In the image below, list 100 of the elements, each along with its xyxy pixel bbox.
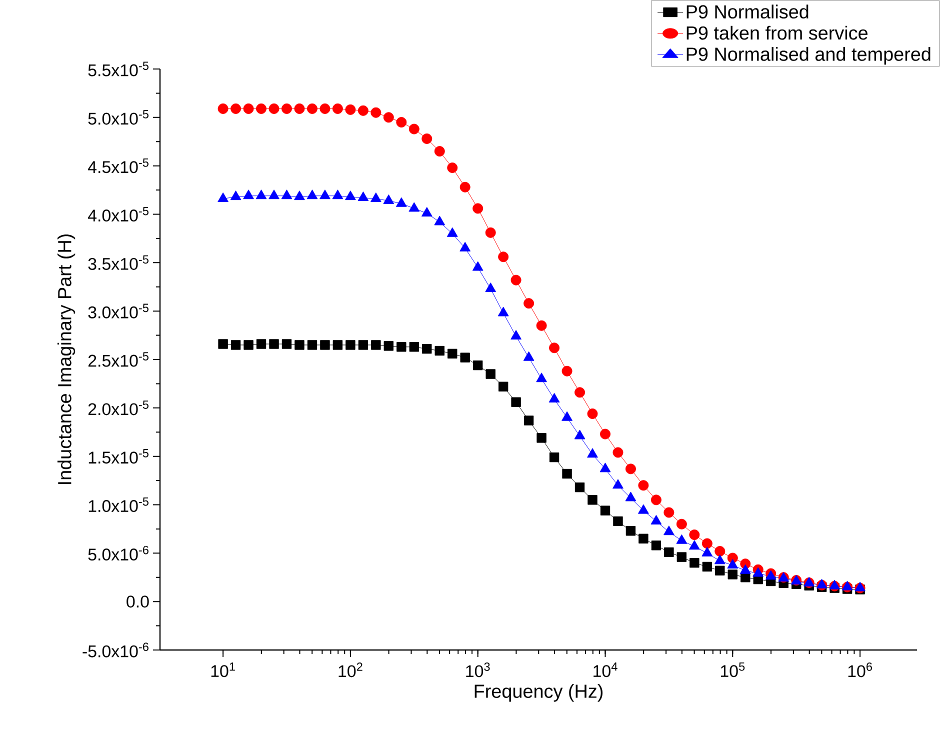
point [434,216,446,226]
point [306,190,318,200]
point [524,416,534,426]
point [574,387,586,398]
point [752,567,764,577]
point [448,348,458,359]
y-tick-label: 5.0x10$^{-5}$ [88,110,148,125]
point [472,360,483,370]
point [230,340,241,350]
point [626,526,636,536]
point [434,146,445,157]
y-tick-label: 4.0x10$^{-5}$ [88,206,148,222]
x-tick-label: 10$^{2}$ [338,662,362,678]
point [676,552,687,562]
point [230,103,242,114]
y-tick-label: 1.5x10$^{-5}$ [88,449,148,464]
point [256,339,266,349]
point [370,192,382,202]
point [345,190,356,200]
point [256,190,267,200]
point [536,320,547,331]
point [218,103,228,114]
point [651,540,662,550]
point [332,340,343,350]
legend-label: P9 taken from service [686,26,868,40]
point [676,534,688,544]
point [562,468,572,479]
point [690,558,700,568]
point [625,492,636,502]
point [345,104,356,115]
point [536,372,547,382]
point [358,105,368,116]
point [510,274,522,286]
point [320,340,330,350]
point [447,162,458,174]
point [396,117,407,128]
point [268,190,280,200]
point [676,518,687,530]
point [384,341,394,351]
y-tick-label: 2.5x10$^{-5}$ [88,352,148,367]
x-tick-label: 10$^{3}$ [466,662,490,678]
point [396,197,407,207]
point [294,340,304,350]
point [612,447,624,458]
point [612,479,624,489]
point [714,546,726,556]
point [281,190,292,200]
point [460,242,471,252]
point [396,342,406,352]
point [306,103,318,114]
x-tick-label: 10$^{6}$ [848,662,872,678]
point [307,340,318,350]
point [421,207,432,217]
legend-label: P9 Normalised and tempered [686,47,930,65]
y-tick-label: 5.0x10$^{-6}$ [88,546,148,561]
point [243,103,254,114]
point [688,540,700,550]
point [371,340,381,350]
point [587,448,598,458]
point [218,339,228,349]
point [740,564,751,574]
point [243,190,254,200]
y-tick-label: 1.0x10$^{-5}$ [88,497,148,512]
point [269,339,279,349]
point [728,570,738,580]
y-tick-label: 5.5x10$^{-5}$ [88,62,148,76]
point [702,546,713,556]
point [600,428,610,440]
point [358,192,369,202]
point [600,506,610,516]
point [358,340,368,350]
point [574,482,585,492]
x-tick-label: 10$^{1}$ [211,662,235,678]
point [549,342,560,354]
point [715,566,725,576]
point [268,103,280,114]
y-tick-label: 2.0x10$^{-5}$ [88,400,148,416]
point [446,227,458,237]
point [664,507,674,518]
point [663,526,674,536]
point [613,516,623,526]
point [650,494,662,506]
point [486,369,496,379]
point [282,339,292,349]
point [536,433,546,443]
point [638,534,648,544]
y-tick-label: 3.5x10$^{-5}$ [88,255,148,270]
y-tick-label: 3.0x10$^{-5}$ [88,304,148,318]
point [510,330,522,340]
point [548,392,560,402]
point [256,103,266,114]
point [664,547,674,558]
point [422,344,432,354]
point [281,103,292,114]
point [498,306,509,316]
point [727,559,738,569]
point [408,202,420,212]
x-tick-label: 10$^{4}$ [594,662,618,678]
point [600,462,611,472]
point [587,408,598,419]
